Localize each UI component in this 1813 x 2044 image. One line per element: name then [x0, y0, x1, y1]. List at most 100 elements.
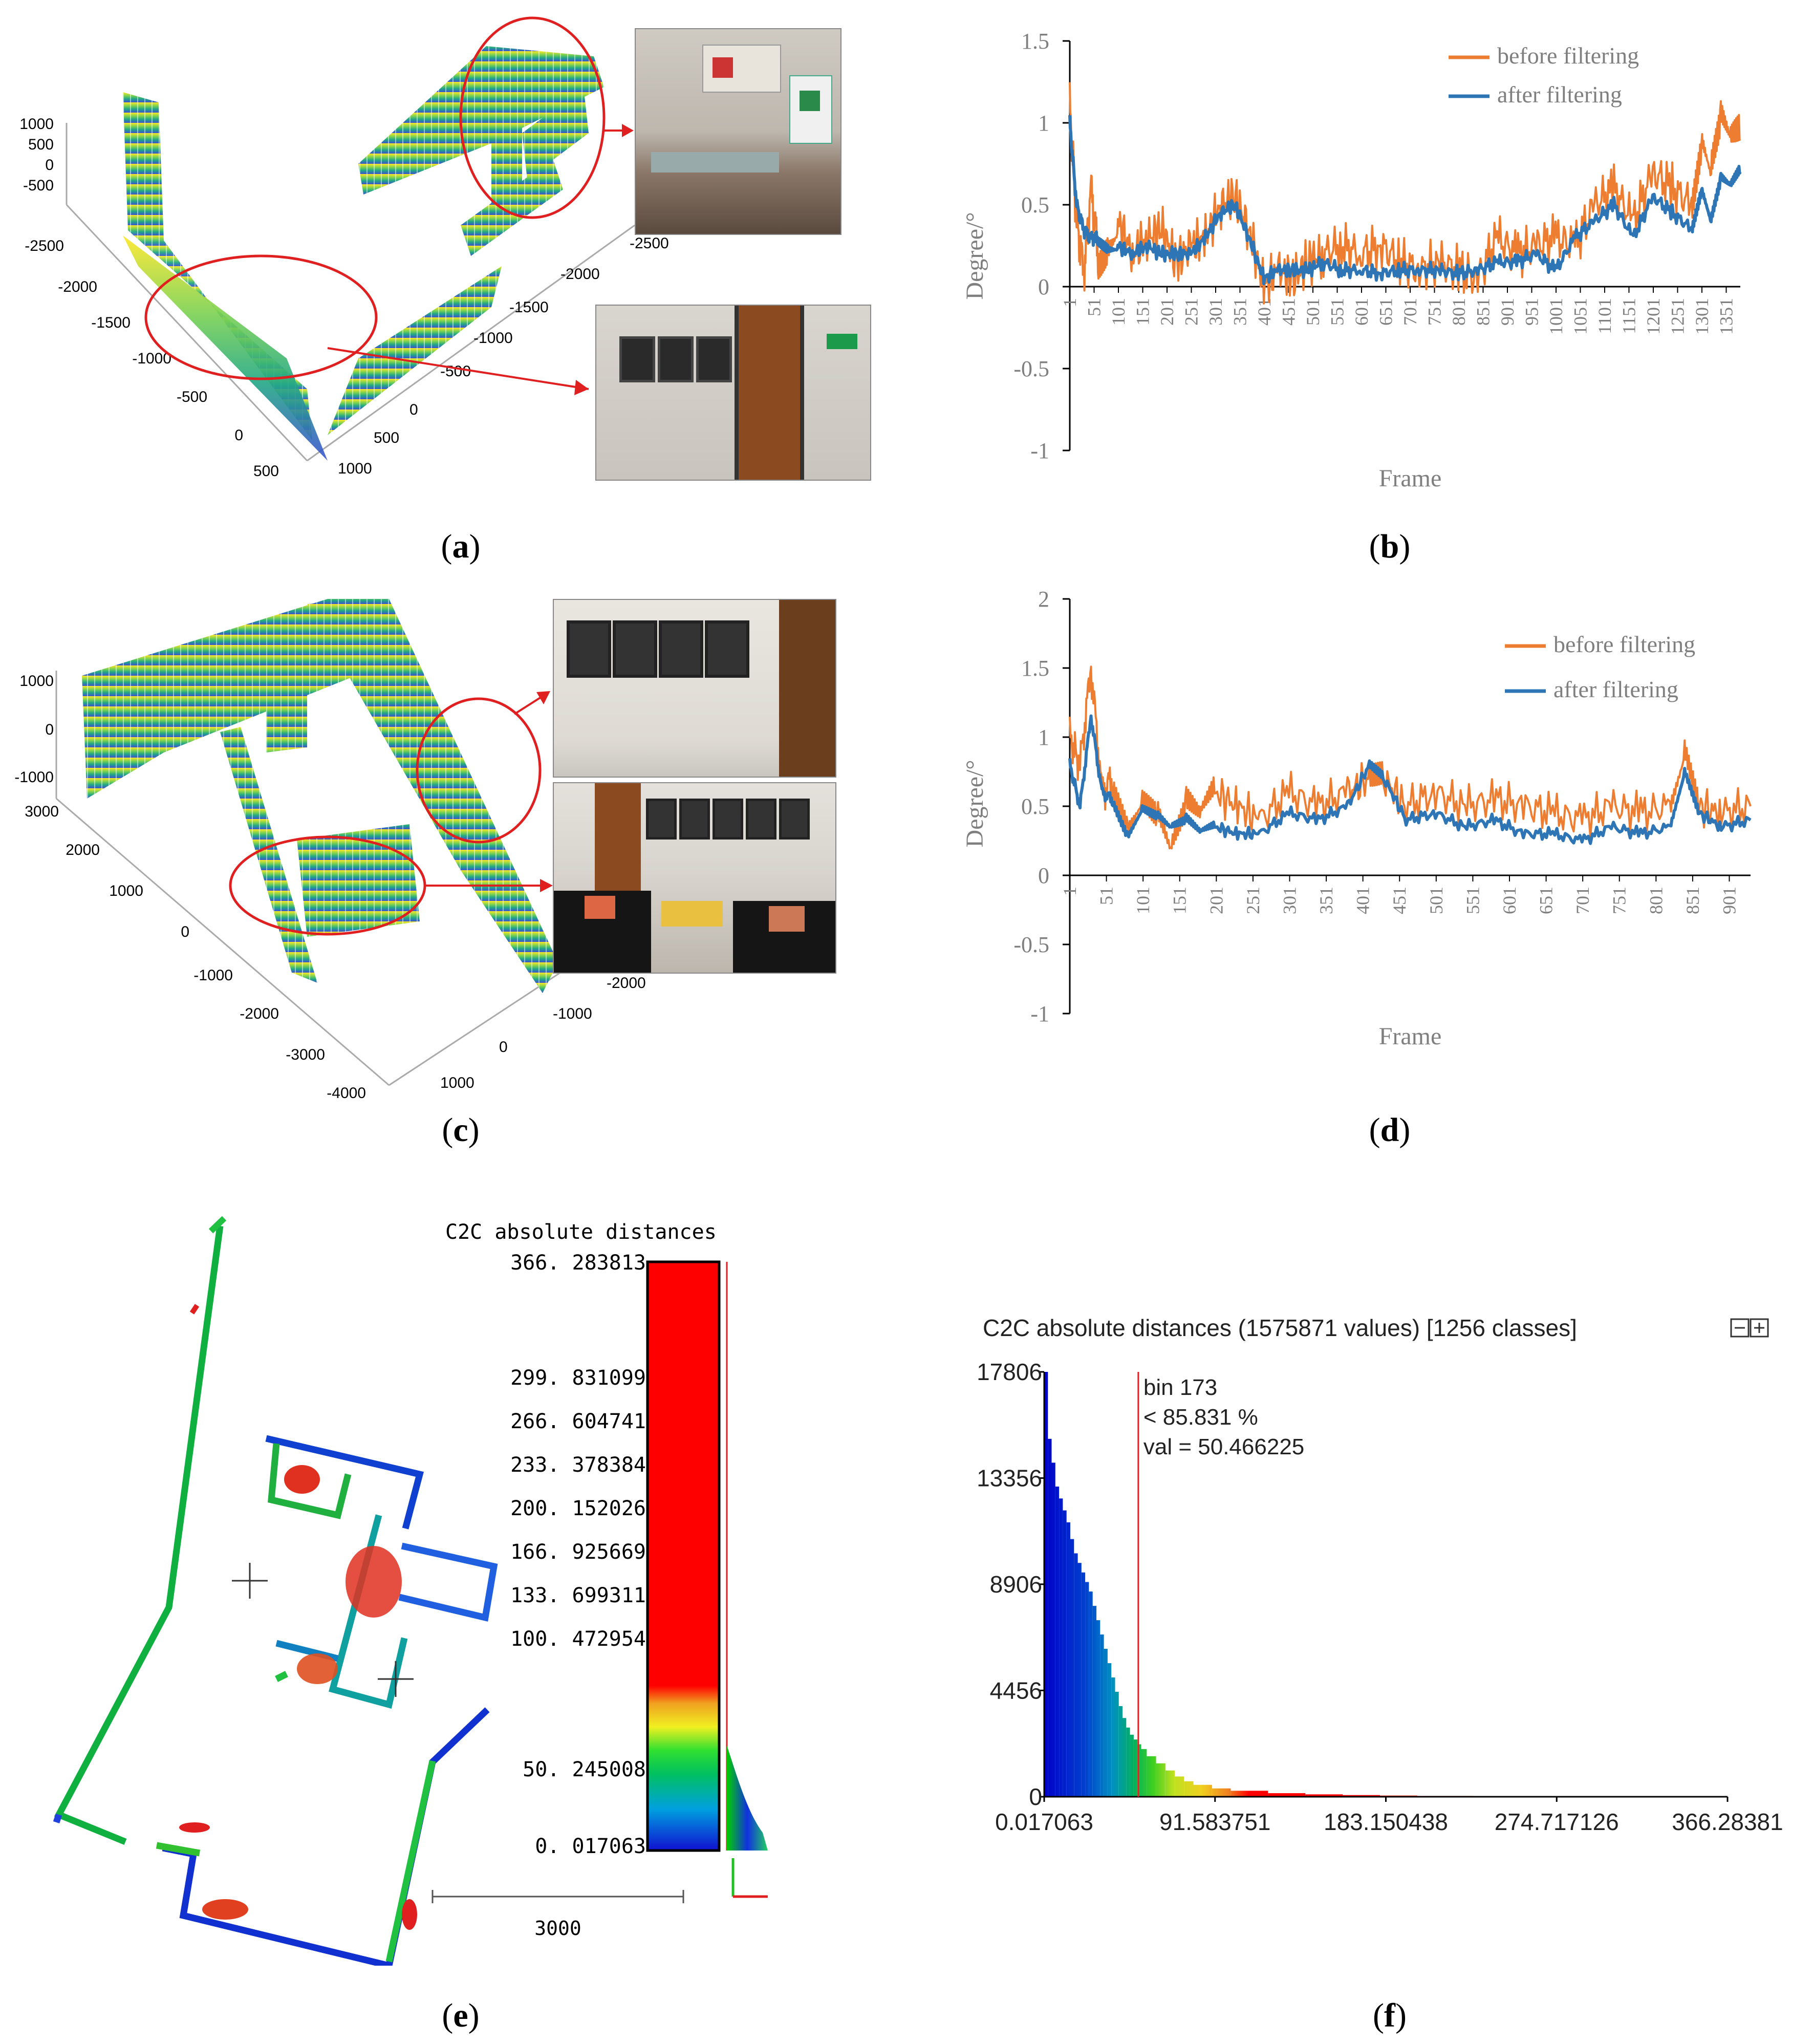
series-line-after: [1068, 115, 1742, 286]
y-tick: 500: [253, 463, 279, 480]
scale-tick: 133. 699311: [510, 1584, 646, 1607]
z-tick: 0: [45, 157, 54, 174]
histogram-bar: [1096, 1620, 1100, 1797]
x-tick-label: 1351: [1716, 298, 1736, 335]
scale-bar-label: 3000: [534, 1917, 581, 1940]
hotspot: [202, 1899, 248, 1920]
histogram-bar: [1111, 1677, 1115, 1797]
x-tick-label: 501: [1426, 887, 1447, 914]
x-axis: [66, 204, 308, 462]
x-tick-label: 251: [1181, 298, 1201, 326]
panel-label-d: (d): [1369, 1111, 1411, 1149]
histogram-bar: [1137, 1744, 1141, 1797]
x-tick-label: 151: [1132, 298, 1153, 326]
histogram-bar: [1092, 1606, 1096, 1797]
x-tick-label: 101: [1108, 298, 1129, 326]
y-tick: 1000: [109, 883, 143, 899]
x-tick-label: 1301: [1692, 298, 1712, 335]
y-tick-label: 8906: [990, 1571, 1042, 1598]
wall-fragment: [189, 1304, 200, 1315]
y-tick-label: 1.5: [1021, 656, 1049, 681]
histogram-bar: [1343, 1795, 1380, 1797]
x-tick-label: 651: [1375, 298, 1396, 326]
hotspot: [284, 1465, 320, 1494]
x-tick: 0: [409, 401, 418, 418]
legend-label-before: before filtering: [1553, 631, 1695, 657]
panel-e: C2C absolute distances 366. 283813 299. …: [0, 1167, 880, 2044]
histogram-bar: [1077, 1563, 1082, 1797]
histogram-bar: [1147, 1756, 1156, 1797]
histogram-bar: [1268, 1793, 1306, 1797]
histogram-bar: [1305, 1794, 1343, 1797]
panel-a: 1000 500 0 -500 -2500 -2000 -1500 -1000 …: [0, 0, 880, 565]
y-tick-label: 1: [1038, 111, 1049, 136]
histogram-bar: [1089, 1591, 1093, 1797]
panel-label-e: (e): [442, 1997, 480, 2034]
x-tick: 500: [374, 429, 399, 446]
y-tick: -1000: [132, 350, 171, 367]
x-tick-label: 101: [1133, 887, 1153, 914]
legend-d: before filtering after filtering: [1505, 631, 1695, 702]
y-tick: -2000: [240, 1005, 279, 1022]
arrow: [327, 347, 589, 390]
x-tick-label: 851: [1682, 887, 1703, 914]
series-line-before: [1069, 82, 1741, 305]
x-tick: -1000: [553, 1005, 592, 1022]
x-tick-label: 51: [1096, 887, 1117, 905]
y-tick: -2500: [25, 238, 64, 254]
x-tick-label: 451: [1389, 887, 1410, 914]
histogram-bar: [1231, 1791, 1268, 1797]
x-tick-label: 274.717126: [1495, 1809, 1619, 1835]
scale-tick: 200. 152026: [510, 1497, 646, 1520]
histogram-bar: [1175, 1776, 1184, 1797]
x-tick-label: 751: [1609, 887, 1630, 914]
x-tick-label: 751: [1424, 298, 1444, 326]
scale-tick: 166. 925669: [510, 1540, 646, 1564]
bin-annotation-3: val = 50.466225: [1143, 1434, 1304, 1459]
x-axis-label: Frame: [1379, 1023, 1442, 1050]
y-axis-label: Degree/°: [961, 212, 988, 299]
scale-tick: 100. 472954: [510, 1627, 646, 1651]
histogram-bar: [1156, 1763, 1166, 1797]
panel-f: C2C absolute distances (1575871 values) …: [921, 1167, 1813, 2044]
x-axis: [389, 966, 569, 1086]
y-tick-label: 0: [1029, 1783, 1042, 1810]
y-tick: -2000: [58, 278, 97, 295]
legend-label-after: after filtering: [1497, 81, 1622, 107]
histogram-bar: [1048, 1438, 1052, 1797]
x-tick: 1000: [338, 460, 372, 477]
pointcloud-a-plot: 1000 500 0 -500 -2500 -2000 -1500 -1000 …: [19, 16, 669, 480]
histogram-bar: [1130, 1734, 1134, 1797]
chart-f: C2C absolute distances (1575871 values) …: [977, 1315, 1783, 1835]
histogram-bar: [1085, 1582, 1089, 1797]
x-tick-label: 51: [1084, 298, 1104, 316]
x-tick-label: 251: [1243, 887, 1263, 914]
scale-tick: 366. 283813: [510, 1251, 646, 1275]
x-tick-label: 701: [1400, 298, 1420, 326]
c2c-map: C2C absolute distances 366. 283813 299. …: [53, 1216, 768, 1970]
histogram-bar: [1100, 1634, 1104, 1797]
axis-gizmo-icon: [731, 1858, 768, 1898]
z-tick: 0: [45, 721, 54, 738]
x-tick-label: 1251: [1667, 298, 1688, 335]
x-tick: -2000: [607, 975, 646, 992]
histogram-bar: [1104, 1649, 1108, 1797]
x-tick: -2500: [630, 235, 669, 252]
y-tick-label: 0: [1038, 274, 1049, 299]
scale-title: C2C absolute distances: [445, 1220, 717, 1244]
y-tick: 0: [181, 923, 189, 940]
series-line-after: [1068, 714, 1752, 845]
hotspot: [402, 1899, 417, 1930]
photo-lounge: [553, 782, 836, 974]
y-tick-label: 0: [1038, 863, 1049, 888]
y-tick-label: -1: [1030, 438, 1049, 463]
y-tick-label: 4456: [990, 1677, 1042, 1704]
x-tick-label: 1051: [1570, 298, 1590, 335]
y-tick-label: 13356: [977, 1465, 1042, 1491]
scale-tick: 0. 017063: [535, 1835, 646, 1858]
histogram-bar: [1212, 1788, 1231, 1797]
z-tick: 1000: [19, 673, 54, 690]
histogram-bar: [1126, 1727, 1130, 1797]
scale-tick: 50. 245008: [523, 1758, 646, 1781]
histogram-bar: [1184, 1781, 1194, 1797]
